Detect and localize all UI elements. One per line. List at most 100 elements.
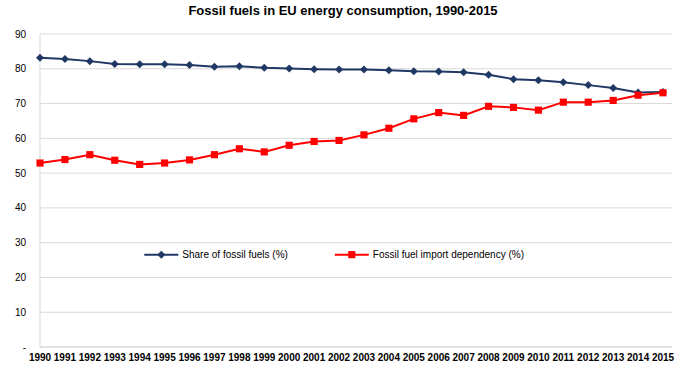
point-marker <box>260 64 268 72</box>
x-tick-label: 2008 <box>477 352 500 363</box>
point-marker <box>61 55 69 63</box>
y-tick-label: 30 <box>15 237 27 248</box>
y-tick-label: 80 <box>15 63 27 74</box>
point-marker <box>435 68 443 76</box>
y-tick-label: 90 <box>15 29 27 40</box>
x-tick-label: 1998 <box>228 352 251 363</box>
x-tick-label: 1993 <box>104 352 127 363</box>
point-marker <box>235 62 243 70</box>
point-marker <box>485 71 493 79</box>
point-marker <box>360 65 368 73</box>
chart-svg: Fossil fuels in EU energy consumption, 1… <box>0 0 686 372</box>
y-tick-label: 70 <box>15 98 27 109</box>
grid-line <box>40 242 672 243</box>
x-tick-label: 2005 <box>403 352 426 363</box>
x-tick-label: 1991 <box>54 352 77 363</box>
x-tick-label: 1997 <box>203 352 226 363</box>
x-tick-label: 2003 <box>353 352 376 363</box>
x-tick-label: 1992 <box>79 352 102 363</box>
point-marker <box>385 125 392 132</box>
point-marker <box>186 61 194 69</box>
grid-line <box>40 138 672 139</box>
legend-label: Fossil fuel import dependency (%) <box>373 249 524 260</box>
legend-marker <box>348 251 355 258</box>
y-tick-label: - <box>23 342 26 353</box>
y-tick-label: 50 <box>15 168 27 179</box>
x-tick-label: 2006 <box>428 352 451 363</box>
point-marker <box>635 92 642 99</box>
point-marker <box>211 151 218 158</box>
point-marker <box>659 88 667 96</box>
series-line <box>40 58 663 93</box>
title: Fossil fuels in EU energy consumption, 1… <box>188 3 497 18</box>
point-marker <box>534 76 542 84</box>
x-tick-label: 2013 <box>602 352 625 363</box>
legend: Share of fossil fuels (%) Fossil fuel imp… <box>144 249 524 260</box>
x-tick-label: 2002 <box>328 352 351 363</box>
point-marker <box>261 148 268 155</box>
point-marker <box>610 97 617 104</box>
point-marker <box>136 60 144 68</box>
point-marker <box>460 112 467 119</box>
grid-line <box>40 312 672 313</box>
point-marker <box>236 145 243 152</box>
y-tick-label: 40 <box>15 202 27 213</box>
point-marker <box>559 78 567 86</box>
grid-line <box>40 277 672 278</box>
x-tick-label: 1996 <box>178 352 201 363</box>
legend-label: Share of fossil fuels (%) <box>182 249 288 260</box>
x-tick-label: 1999 <box>253 352 276 363</box>
grid-line <box>40 207 672 208</box>
point-marker <box>186 156 193 163</box>
x-axis-line <box>40 347 672 348</box>
x-tick-label: 2012 <box>577 352 600 363</box>
x-tick-label: 2011 <box>552 352 574 363</box>
grid-line <box>40 173 672 174</box>
x-tick-label: 2014 <box>627 352 650 363</box>
x-tick-label: 2007 <box>453 352 476 363</box>
point-marker <box>285 64 293 72</box>
grid-line <box>40 347 672 348</box>
point-marker <box>86 57 94 65</box>
x-tick-label: 1990 <box>29 352 52 363</box>
point-marker <box>609 84 617 92</box>
x-tick-label: 1995 <box>153 352 176 363</box>
point-marker <box>310 65 318 73</box>
x-tick-label: 2004 <box>378 352 401 363</box>
point-marker <box>61 156 68 163</box>
chart-container: Fossil fuels in EU energy consumption, 1… <box>0 0 686 372</box>
y-tick-label: 10 <box>15 307 27 318</box>
point-marker <box>585 99 592 106</box>
legend-marker <box>157 251 165 259</box>
point-marker <box>335 137 342 144</box>
x-tick-label: 2010 <box>527 352 550 363</box>
point-marker <box>286 142 293 149</box>
point-marker <box>360 131 367 138</box>
grid-line <box>40 103 672 104</box>
x-tick-label: 2009 <box>502 352 525 363</box>
point-marker <box>560 99 567 106</box>
point-marker <box>460 68 468 76</box>
series-line <box>40 93 663 165</box>
point-marker <box>161 60 169 68</box>
point-marker <box>36 159 43 166</box>
y-axis-line <box>40 34 41 347</box>
point-marker <box>535 107 542 114</box>
series <box>36 89 666 168</box>
point-marker <box>385 66 393 74</box>
grid-line <box>40 34 672 35</box>
point-marker <box>36 54 44 62</box>
x-tick-label: 1994 <box>129 352 152 363</box>
point-marker <box>311 138 318 145</box>
point-marker <box>86 151 93 158</box>
y-tick-label: 60 <box>15 133 27 144</box>
grid <box>40 34 672 347</box>
point-marker <box>410 115 417 122</box>
x-tick-label: 2000 <box>278 352 301 363</box>
x-tick-label: 2001 <box>303 352 326 363</box>
point-marker <box>410 67 418 75</box>
plot-area <box>36 54 667 168</box>
point-marker <box>435 109 442 116</box>
point-marker <box>659 89 666 96</box>
series <box>36 54 667 97</box>
